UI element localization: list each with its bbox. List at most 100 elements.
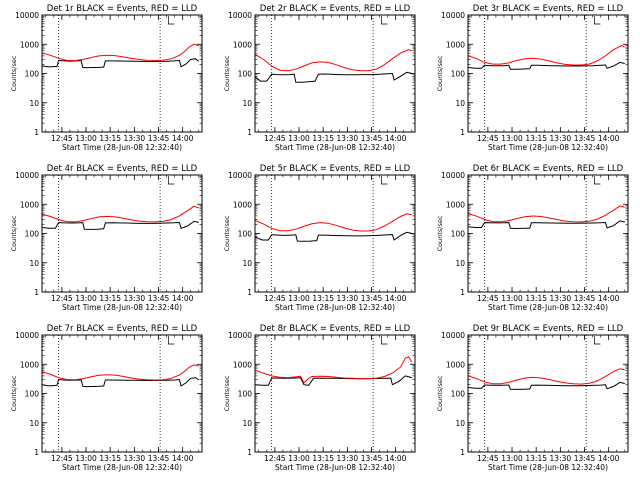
plot-frame bbox=[467, 334, 629, 453]
x-tick-label: 13:15 bbox=[312, 134, 334, 143]
y-tick-label: 10 bbox=[29, 259, 39, 268]
x-tick-label: 13:00 bbox=[288, 294, 310, 303]
x-tick-label: 13:00 bbox=[75, 134, 97, 143]
corner-mark bbox=[594, 16, 601, 25]
plot-frame bbox=[467, 14, 629, 133]
events-series-line bbox=[468, 61, 625, 70]
chart-title: Det 4r BLACK = Events, RED = LLD bbox=[47, 164, 198, 174]
x-tick-label: 14:00 bbox=[598, 454, 620, 463]
x-tick-label: 13:30 bbox=[124, 454, 146, 463]
y-axis-label: Counts/sec bbox=[10, 215, 18, 251]
y-tick-label: 1 bbox=[247, 288, 252, 297]
y-axis-label: Counts/sec bbox=[223, 375, 231, 411]
y-tick-label: 10 bbox=[29, 99, 39, 108]
y-tick-label: 1 bbox=[460, 448, 465, 457]
corner-mark bbox=[168, 336, 175, 345]
x-tick-label: 14:00 bbox=[385, 454, 407, 463]
x-tick-label: 13:45 bbox=[361, 294, 383, 303]
panel-8: Det 8r BLACK = Events, RED = LLD 1 10 100 10… bbox=[223, 324, 416, 472]
x-tick-label: 13:15 bbox=[525, 134, 547, 143]
x-tick-label: 14:00 bbox=[598, 134, 620, 143]
events-series-line bbox=[42, 58, 200, 69]
y-tick-label: 10000 bbox=[228, 171, 252, 180]
corner-mark bbox=[594, 336, 601, 345]
x-tick-label: 13:30 bbox=[550, 454, 572, 463]
x-tick-label: 14:00 bbox=[172, 294, 194, 303]
x-tick-label: 14:00 bbox=[172, 134, 194, 143]
chart-title: Det 6r BLACK = Events, RED = LLD bbox=[473, 164, 624, 174]
x-tick-label: 12:45 bbox=[51, 454, 73, 463]
x-tick-label: 13:45 bbox=[574, 454, 596, 463]
events-series-line bbox=[42, 220, 199, 230]
y-tick-label: 1000 bbox=[446, 40, 465, 49]
chart-title: Det 9r BLACK = Events, RED = LLD bbox=[473, 324, 624, 334]
x-tick-label: 13:15 bbox=[99, 294, 121, 303]
x-tick-label: 14:00 bbox=[172, 454, 194, 463]
x-tick-label: 13:30 bbox=[550, 294, 572, 303]
y-tick-label: 10000 bbox=[15, 11, 39, 20]
x-tick-label: 13:00 bbox=[75, 454, 97, 463]
x-tick-label: 12:45 bbox=[477, 134, 499, 143]
y-tick-label: 1000 bbox=[233, 40, 252, 49]
x-tick-label: 12:45 bbox=[51, 294, 73, 303]
panel-2: Det 2r BLACK = Events, RED = LLD 1 10 100 10… bbox=[223, 4, 416, 152]
y-tick-label: 1000 bbox=[446, 200, 465, 209]
y-tick-label: 1 bbox=[247, 128, 252, 137]
lld-series-line bbox=[255, 356, 413, 384]
y-tick-label: 1000 bbox=[20, 40, 39, 49]
panel-3: Det 3r BLACK = Events, RED = LLD 1 10 100 10… bbox=[436, 4, 629, 152]
y-tick-label: 10 bbox=[242, 259, 252, 268]
x-tick-label: 13:15 bbox=[525, 294, 547, 303]
chart-title: Det 2r BLACK = Events, RED = LLD bbox=[260, 4, 411, 14]
x-tick-label: 13:45 bbox=[574, 134, 596, 143]
y-tick-label: 10000 bbox=[15, 171, 39, 180]
lld-series-line bbox=[42, 205, 199, 223]
x-tick-label: 12:45 bbox=[477, 454, 499, 463]
panel-7: Det 7r BLACK = Events, RED = LLD 1 10 100 10… bbox=[10, 324, 203, 472]
y-tick-label: 1 bbox=[460, 128, 465, 137]
y-tick-label: 1 bbox=[247, 448, 252, 457]
x-axis-label: Start Time (28-Jun-08 12:32:40) bbox=[275, 303, 395, 312]
x-tick-label: 13:30 bbox=[337, 134, 359, 143]
y-axis-label: Counts/sec bbox=[436, 375, 444, 411]
x-tick-label: 14:00 bbox=[385, 294, 407, 303]
lld-series-line bbox=[468, 368, 625, 385]
events-series-line bbox=[255, 231, 412, 242]
panel-1: Det 1r BLACK = Events, RED = LLD 1 10 100 10… bbox=[10, 4, 203, 152]
y-tick-label: 10 bbox=[455, 419, 465, 428]
y-tick-label: 1000 bbox=[20, 360, 39, 369]
chart-title: Det 8r BLACK = Events, RED = LLD bbox=[260, 324, 411, 334]
x-tick-label: 13:15 bbox=[312, 294, 334, 303]
panel-6: Det 6r BLACK = Events, RED = LLD 1 10 100 10… bbox=[436, 164, 629, 312]
x-tick-label: 13:00 bbox=[501, 294, 523, 303]
events-series-line bbox=[468, 381, 625, 390]
plot-frame bbox=[41, 334, 203, 453]
corner-mark bbox=[594, 176, 601, 185]
x-tick-label: 13:30 bbox=[337, 454, 359, 463]
x-tick-label: 13:30 bbox=[550, 134, 572, 143]
y-tick-label: 1 bbox=[34, 288, 39, 297]
y-tick-label: 10000 bbox=[15, 331, 39, 340]
corner-mark bbox=[168, 176, 175, 185]
panel-9: Det 9r BLACK = Events, RED = LLD 1 10 100 10… bbox=[436, 324, 629, 472]
lld-series-line bbox=[42, 364, 199, 381]
chart-title: Det 7r BLACK = Events, RED = LLD bbox=[47, 324, 198, 334]
x-tick-label: 13:15 bbox=[312, 454, 334, 463]
y-axis-label: Counts/sec bbox=[10, 55, 18, 91]
x-tick-label: 13:00 bbox=[75, 294, 97, 303]
events-series-line bbox=[468, 220, 625, 230]
y-tick-label: 100 bbox=[238, 230, 253, 239]
y-tick-label: 100 bbox=[451, 70, 466, 79]
x-tick-label: 13:30 bbox=[337, 294, 359, 303]
y-tick-label: 10 bbox=[455, 99, 465, 108]
x-tick-label: 12:45 bbox=[264, 294, 286, 303]
chart-title: Det 5r BLACK = Events, RED = LLD bbox=[260, 164, 411, 174]
plot-frame bbox=[41, 174, 203, 293]
x-tick-label: 14:00 bbox=[385, 134, 407, 143]
y-tick-label: 10000 bbox=[441, 11, 465, 20]
x-tick-label: 12:45 bbox=[264, 454, 286, 463]
y-tick-label: 100 bbox=[238, 70, 253, 79]
corner-mark bbox=[381, 336, 388, 345]
x-axis-label: Start Time (28-Jun-08 12:32:40) bbox=[62, 143, 182, 152]
x-tick-label: 13:45 bbox=[148, 294, 170, 303]
